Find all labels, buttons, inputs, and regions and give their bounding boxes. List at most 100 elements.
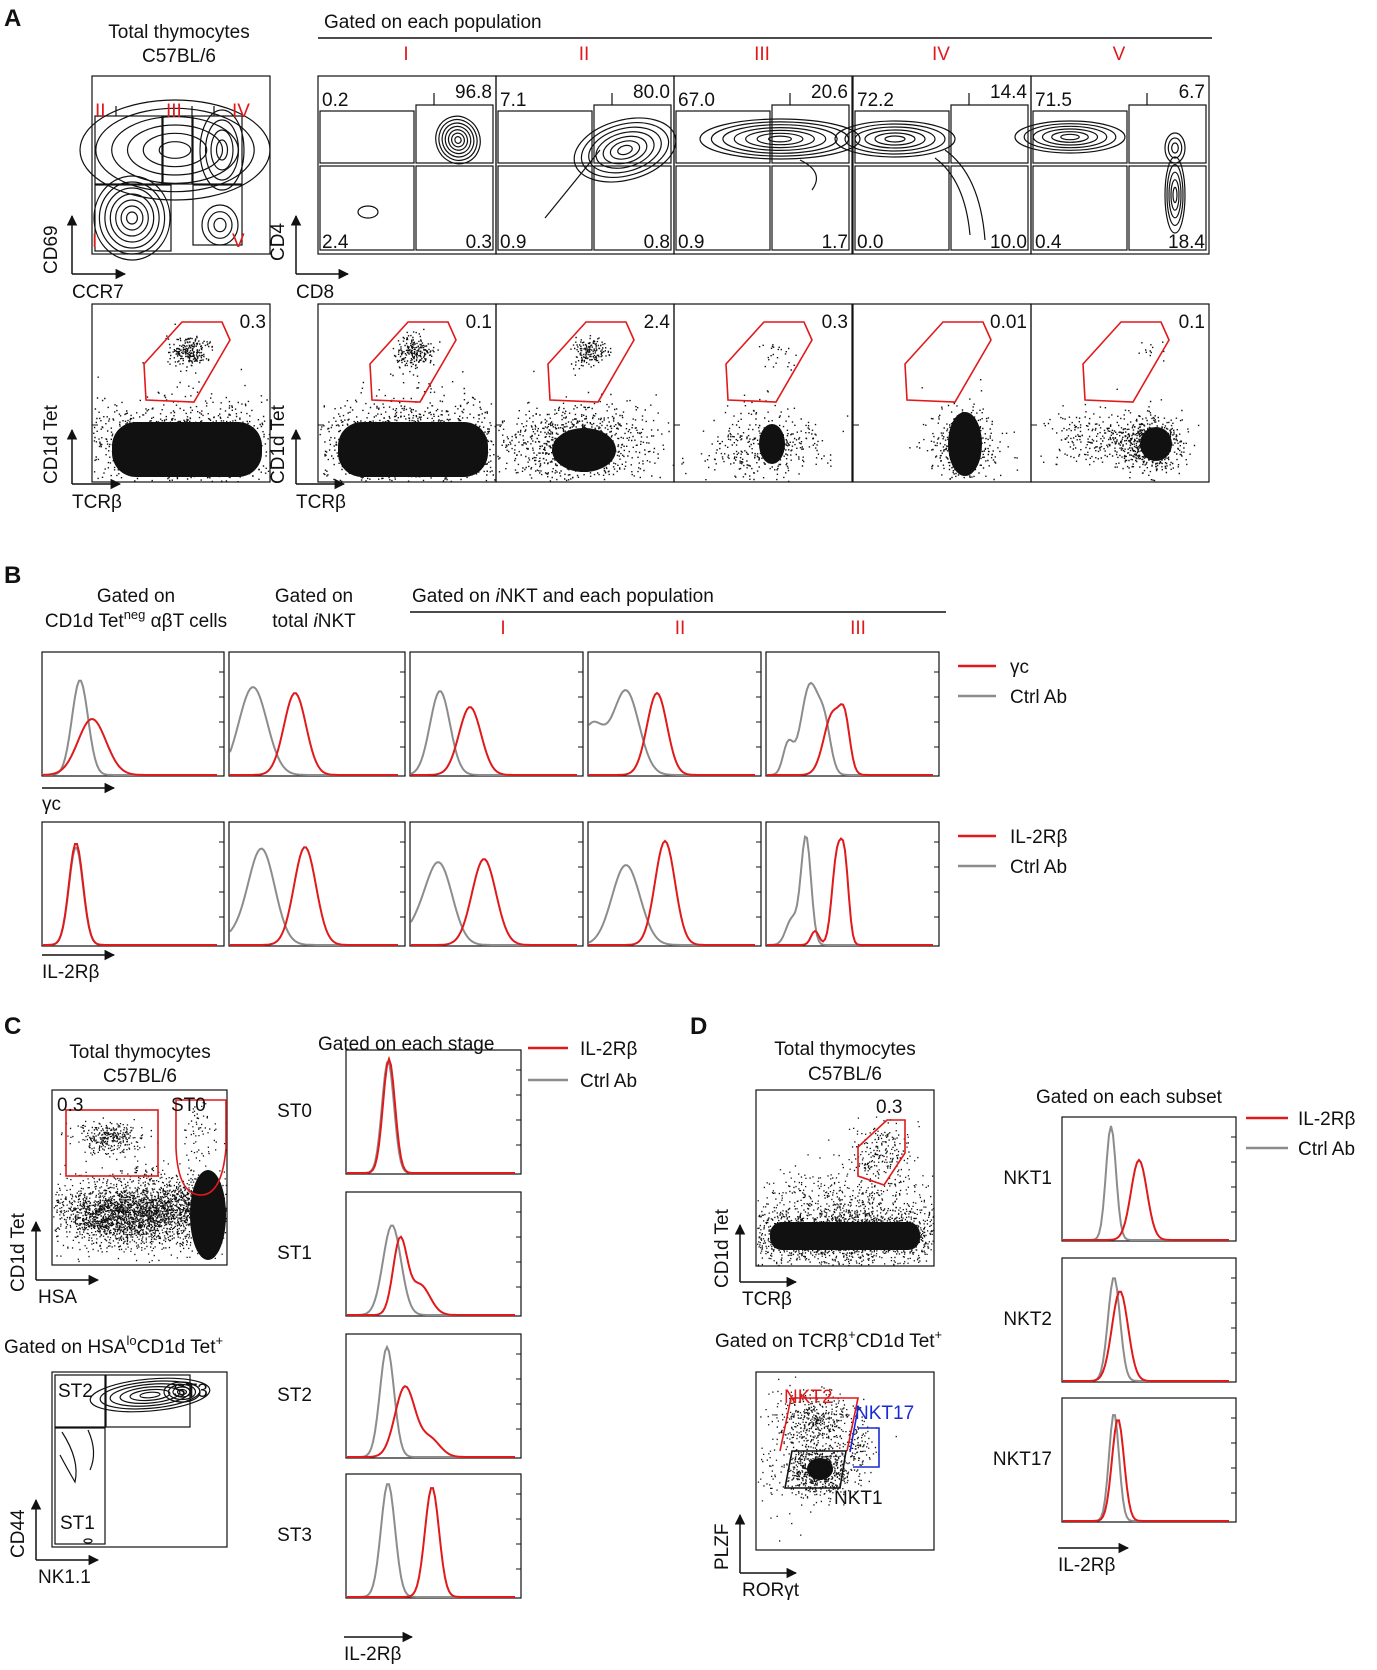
c-stage-label: ST2 (277, 1385, 312, 1406)
a-quad-gate (497, 110, 593, 164)
dot-cloud (570, 335, 612, 376)
d-hist-frame (1061, 1257, 1237, 1383)
d-legend-2: Ctrl Ab (1298, 1139, 1355, 1160)
a-tet-value: 0.3 (822, 312, 848, 333)
contour-line (163, 1381, 201, 1403)
d-gate-value: 0.3 (876, 1097, 902, 1118)
c-ctrl-curve (347, 1224, 515, 1316)
a-quad-gate (950, 165, 1029, 251)
d-hist-xlabel: IL-2Rβ (1058, 1555, 1115, 1576)
a-quad-tl: 71.5 (1035, 90, 1072, 111)
d-gate (857, 1119, 906, 1186)
a-quad-frame (1030, 75, 1210, 255)
a-x-tcrb-1: TCRβ (72, 492, 122, 513)
contour-line (884, 135, 906, 143)
c-stain-curve (347, 1385, 515, 1458)
d-subset-histogram: NKT17 (993, 1397, 1237, 1523)
b-histogram (409, 821, 584, 947)
d-hist-frame (1061, 1116, 1237, 1242)
b-histogram (41, 821, 225, 947)
contour-line (213, 217, 227, 233)
a-tet-frame (91, 303, 271, 483)
d-subtitle: Gated on TCRβ+CD1d Tet+ (715, 1327, 942, 1352)
a-tet-gate (904, 321, 992, 403)
a-pop-label: III (754, 44, 770, 65)
a-tet-value: 0.1 (466, 312, 492, 333)
a-gate-iv: IV (232, 101, 250, 122)
c-x-nk11: NK1.1 (38, 1567, 91, 1588)
a-quad-gate (1128, 165, 1207, 251)
contour-line (126, 124, 224, 176)
a-tet-gate (725, 321, 813, 403)
a-quad-tl: 0.2 (322, 90, 348, 111)
b-histograms (41, 651, 940, 947)
contour-line (93, 175, 171, 261)
a-tet-value: 2.4 (644, 312, 671, 333)
b-histogram (228, 821, 406, 947)
a-pop-label: I (403, 44, 408, 65)
contour-line (451, 132, 465, 148)
a-tet-value: 0.01 (990, 312, 1027, 333)
d-x-tcrb: TCRβ (742, 1289, 792, 1310)
b-ctrl-curve (767, 835, 933, 946)
contour-line (617, 144, 633, 156)
c-hist-xlabel: IL-2Rβ (344, 1644, 401, 1665)
contour-line (733, 126, 827, 151)
d-legend: IL-2Rβ Ctrl Ab (1246, 1109, 1355, 1160)
c-ctrl-curve (347, 1483, 515, 1598)
a-quad-tl: 67.0 (678, 90, 715, 111)
contour-line (767, 135, 792, 143)
a-x-tcrb-2: TCRβ (296, 492, 346, 513)
b-ctrl-curve (410, 690, 577, 776)
c-gate-st1: ST1 (60, 1513, 95, 1534)
a-quad-tr: 6.7 (1179, 82, 1205, 103)
d-hist-frame (1061, 1397, 1237, 1523)
contour-line (158, 141, 192, 159)
d-gate-nkt1 (784, 1450, 847, 1489)
d-subset-label: NKT1 (1003, 1168, 1052, 1189)
a-tet-frame (673, 303, 853, 483)
d-subset-histograms: NKT1 NKT2 NKT17 (993, 1116, 1237, 1523)
dot-cloud (60, 1117, 159, 1161)
a-x-cd8: CD8 (296, 282, 334, 303)
panel-d: Total thymocytes C57BL/6 0.3 CD1d Tet TC… (712, 1039, 1355, 1601)
b-histogram (765, 821, 940, 947)
contour-line (1051, 131, 1089, 143)
contour-line (1166, 164, 1184, 227)
dense-region (1140, 427, 1172, 461)
c-dense-region (190, 1170, 226, 1260)
a-gate-ii: II (95, 101, 106, 122)
a-gated-header: Gated on each population (324, 12, 542, 33)
contour-line (89, 1377, 211, 1413)
a-tet-plot: 0.01 (852, 303, 1032, 483)
contour-line (799, 159, 818, 191)
d-title-1: Total thymocytes (774, 1039, 916, 1060)
a-quad-bl: 0.9 (678, 232, 704, 253)
a-quad-plot: 0.2 96.8 2.4 0.3 (317, 75, 497, 255)
b-ctrl-curve (410, 861, 577, 946)
a-left-title-2: C57BL/6 (142, 46, 216, 67)
a-tet-frame (1030, 303, 1210, 483)
contour-line (204, 119, 240, 181)
a-quad-br: 1.7 (822, 232, 848, 253)
contour-line (167, 1383, 197, 1401)
b-pop-iii: III (850, 618, 866, 639)
a-quad-frame (673, 75, 853, 255)
c-y-cd44: CD44 (8, 1509, 29, 1558)
c-stage-histograms: ST0 ST1 ST2 ST3 (277, 1049, 522, 1599)
contour-line (595, 131, 655, 169)
c-gate-st0 (175, 1099, 227, 1196)
a-ccr7-cd69-plot: II III IV I V CD69 CCR7 (41, 75, 271, 303)
d-subset-label: NKT2 (1003, 1309, 1052, 1330)
contour-line (104, 187, 160, 249)
a-quad-tl: 7.1 (500, 90, 526, 111)
c-gate-value: 0.3 (57, 1095, 83, 1116)
contour-line (119, 1386, 181, 1404)
a-gate-i: I (92, 231, 97, 252)
dot-cloud (53, 1153, 228, 1263)
a-quad-gate (771, 165, 850, 251)
a-tet-plot: 0.1 (1030, 303, 1210, 483)
a-y-tet-1: CD1d Tet (41, 404, 62, 484)
contour-line (722, 124, 838, 154)
a-pop-label: II (579, 44, 590, 65)
